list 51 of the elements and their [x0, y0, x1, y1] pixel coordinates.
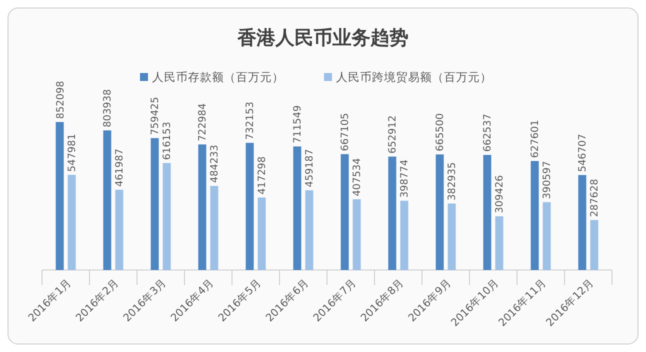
data-label: 662537 [482, 114, 494, 152]
bar [56, 122, 64, 270]
bar [483, 154, 492, 270]
data-label: 398774 [400, 160, 411, 198]
bar [246, 142, 254, 270]
bar [150, 138, 159, 270]
bar [388, 156, 396, 270]
bar [578, 175, 586, 270]
bar [103, 130, 112, 270]
data-label: 616153 [162, 122, 174, 160]
bar [340, 154, 349, 270]
bar [542, 202, 551, 270]
data-label: 665500 [435, 113, 446, 152]
data-label: 652912 [388, 115, 399, 154]
bar [590, 220, 598, 270]
bar [530, 160, 539, 270]
data-label: 459187 [304, 149, 316, 188]
bar [305, 190, 314, 270]
bar [162, 162, 171, 270]
data-label: 627601 [530, 120, 542, 158]
data-label: 711549 [292, 105, 304, 144]
data-label: 852098 [55, 80, 66, 119]
data-label: 732153 [245, 102, 256, 140]
bar [68, 174, 76, 270]
bar [436, 154, 444, 270]
bar [210, 186, 218, 270]
data-label: 667105 [340, 112, 352, 152]
legend-label: 人民币存款额（百万元） [152, 70, 284, 84]
bar [198, 144, 206, 270]
bar [115, 190, 124, 270]
data-label: 407534 [352, 158, 364, 196]
data-label: 722984 [198, 103, 209, 142]
data-label: 803938 [102, 89, 114, 128]
bar [293, 146, 302, 270]
bar [258, 198, 266, 270]
data-label: 759425 [150, 96, 162, 136]
data-label: 390597 [542, 160, 554, 200]
bar [400, 200, 408, 270]
data-label: 287628 [590, 178, 601, 218]
data-label: 484233 [210, 144, 221, 183]
chart-title: 香港人民币业务趋势 [236, 27, 408, 49]
bar [352, 199, 361, 270]
bar [448, 203, 456, 270]
data-label: 546707 [578, 134, 589, 172]
data-label: 417298 [257, 156, 268, 195]
legend-label: 人民币跨境贸易额（百万元） [336, 70, 492, 84]
data-label: 309426 [494, 175, 506, 214]
data-label: 382935 [447, 162, 458, 200]
data-label: 461987 [114, 148, 126, 187]
bar [495, 216, 504, 270]
data-label: 547981 [67, 134, 78, 172]
